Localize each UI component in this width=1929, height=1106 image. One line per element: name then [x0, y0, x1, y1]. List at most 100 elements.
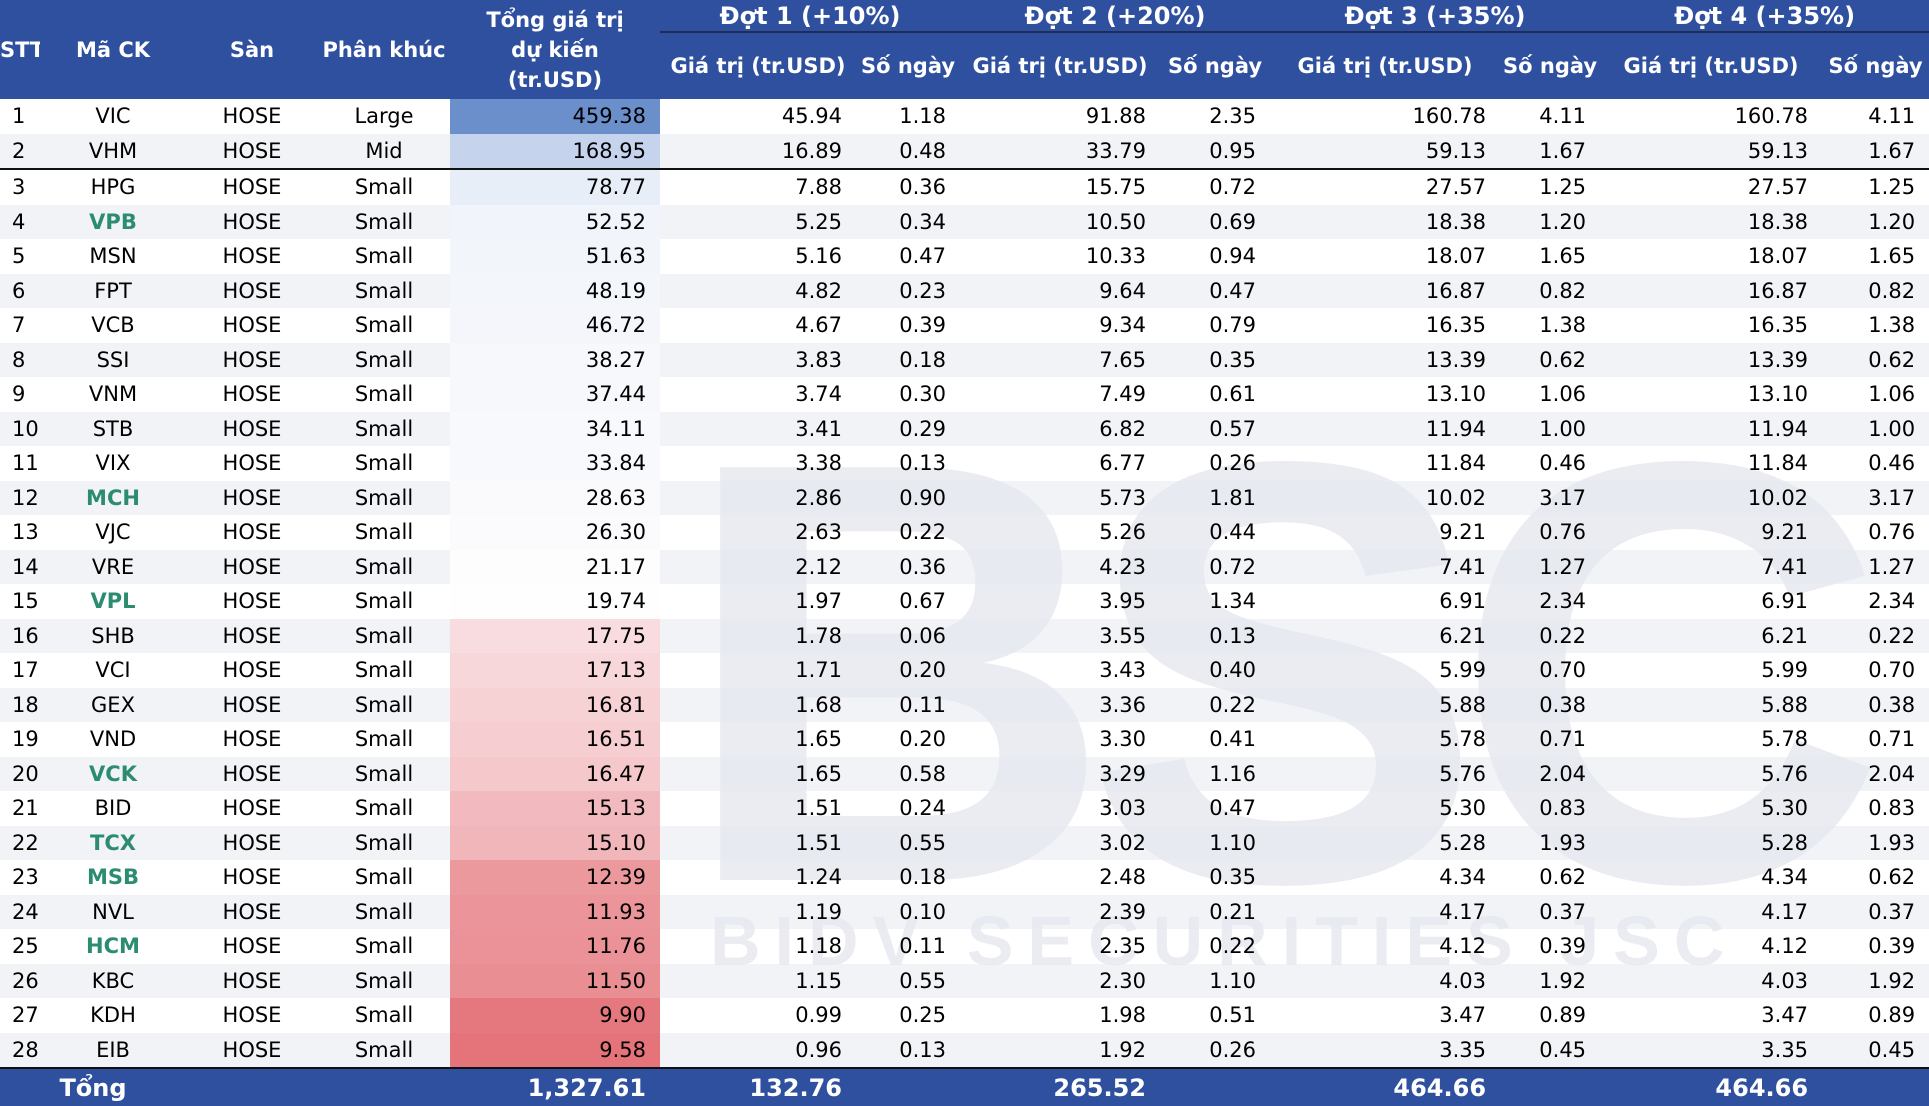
row-exchange: HOSE: [222, 623, 282, 648]
row-round-1-value: 1.51: [795, 830, 842, 855]
row-round-2-value: 2.30: [1099, 968, 1147, 993]
row-ticker: MSN: [89, 244, 137, 269]
row-round-4-value: 3.35: [1761, 1037, 1809, 1062]
row-round-1-days: 0.11: [899, 934, 947, 959]
row-exchange: HOSE: [222, 692, 282, 717]
row-total: 11.76: [450, 929, 660, 964]
row-round-1-days: 0.30: [899, 382, 947, 407]
row-round-4-days: 1.06: [1868, 382, 1916, 407]
row-round-4-value: 5.76: [1761, 761, 1809, 786]
row-total: 51.63: [450, 239, 660, 274]
row-exchange: HOSE: [222, 485, 282, 510]
row-total: 15.10: [450, 825, 660, 860]
row-total: 46.72: [450, 308, 660, 343]
row-round-2-days: 0.22: [1209, 934, 1257, 959]
row-round-1-value: 2.12: [795, 554, 842, 579]
row-round-3-value: 27.57: [1425, 175, 1487, 200]
row-round-4-days: 0.62: [1868, 865, 1916, 890]
row-round-3-days: 0.76: [1539, 520, 1587, 545]
row-round-1-value: 1.19: [795, 899, 842, 924]
row-round-1-value: 3.41: [795, 416, 842, 441]
row-exchange: HOSE: [222, 1037, 282, 1062]
row-round-1-days: 0.20: [899, 658, 947, 683]
row-round-1-days: 0.48: [856, 133, 961, 170]
table-row: 26 KBC HOSE Small 11.50 1.15 0.55 2.30 1.10 4.03 1…: [0, 963, 1929, 998]
row-round-3-days: 0.70: [1539, 658, 1587, 683]
row-stt: 20: [12, 761, 39, 786]
row-round-3-value: 5.30: [1439, 796, 1487, 821]
row-round-2-days: 0.13: [1209, 623, 1257, 648]
row-total: 78.77: [450, 169, 660, 205]
row-round-3-value: 4.17: [1439, 899, 1487, 924]
row-round-1-value: 1.51: [795, 796, 842, 821]
col-exchange-header: Sàn: [186, 0, 318, 99]
row-round-1-value: 5.16: [795, 244, 842, 269]
row-round-3-value: 3.35: [1439, 1037, 1487, 1062]
row-round-3-days: 1.20: [1539, 209, 1587, 234]
round-4-header: Đợt 4 (+35%): [1600, 0, 1929, 33]
row-round-4-days: 0.37: [1868, 899, 1916, 924]
row-stt: 9: [12, 382, 26, 407]
row-exchange: HOSE: [222, 589, 282, 614]
row-stt: 14: [12, 554, 39, 579]
row-round-4-days: 0.62: [1868, 347, 1916, 372]
row-ticker: MCH: [86, 485, 140, 510]
totals-empty-3: [856, 1068, 961, 1106]
table-body: 1 VIC HOSE Large 459.38 45.94 1.18 91.88 2.35 160…: [0, 99, 1929, 1068]
row-stt: 6: [12, 278, 26, 303]
row-exchange: HOSE: [222, 244, 282, 269]
round-1-days-header: Số ngày: [856, 32, 961, 99]
table-row: 25 HCM HOSE Small 11.76 1.18 0.11 2.35 0.22 4.12 0…: [0, 929, 1929, 964]
row-round-1-days: 0.39: [899, 313, 947, 338]
row-segment: Small: [354, 244, 414, 269]
row-round-1-days: 0.58: [899, 761, 947, 786]
col-stt-header: STT: [0, 0, 40, 99]
row-round-4-value: 16.87: [1747, 278, 1809, 303]
table-row: 21 BID HOSE Small 15.13 1.51 0.24 3.03 0.47 5.30 0…: [0, 791, 1929, 826]
table-row: 19 VND HOSE Small 16.51 1.65 0.20 3.30 0.41 5.78 0…: [0, 722, 1929, 757]
row-stt: 2: [0, 133, 40, 170]
row-stt: 10: [12, 416, 39, 441]
row-ticker: VRE: [91, 554, 135, 579]
row-ticker: VNM: [88, 382, 138, 407]
row-exchange: HOSE: [222, 761, 282, 786]
row-round-3-value: 59.13: [1270, 133, 1501, 170]
row-round-1-days: 0.20: [899, 727, 947, 752]
row-stt: 5: [12, 244, 26, 269]
row-total: 16.51: [450, 722, 660, 757]
row-round-2-days: 0.47: [1209, 278, 1257, 303]
row-ticker: FPT: [94, 278, 132, 303]
row-round-3-days: 0.46: [1539, 451, 1587, 476]
row-round-3-value: 6.21: [1439, 623, 1487, 648]
round-3-value-header: Giá trị (tr.USD): [1270, 32, 1501, 99]
row-round-1-value: 0.96: [795, 1037, 842, 1062]
table-row: 14 VRE HOSE Small 21.17 2.12 0.36 4.23 0.72 7.41 1…: [0, 549, 1929, 584]
row-round-1-value: 7.88: [795, 175, 842, 200]
row-round-4-value: 6.21: [1761, 623, 1809, 648]
row-ticker: KBC: [91, 968, 135, 993]
row-round-4-days: 0.71: [1868, 727, 1916, 752]
row-exchange: HOSE: [186, 133, 318, 170]
row-round-2-value: 7.65: [1099, 347, 1147, 372]
row-round-3-value: 5.78: [1439, 727, 1487, 752]
row-segment: Small: [354, 727, 414, 752]
row-exchange: HOSE: [222, 382, 282, 407]
row-round-4-days: 4.11: [1868, 104, 1916, 129]
row-stt: 26: [12, 968, 39, 993]
row-stt: 3: [12, 175, 26, 200]
row-round-3-days: 1.65: [1539, 244, 1587, 269]
row-round-1-days: 0.24: [899, 796, 947, 821]
row-round-2-value: 9.64: [1099, 278, 1147, 303]
table-row: 6 FPT HOSE Small 48.19 4.82 0.23 9.64 0.47 16.87 0…: [0, 273, 1929, 308]
row-segment: Small: [354, 658, 414, 683]
row-round-1-value: 16.89: [660, 133, 856, 170]
row-round-4-days: 2.04: [1868, 761, 1916, 786]
row-round-2-days: 0.41: [1209, 727, 1257, 752]
row-round-2-value: 6.82: [1099, 416, 1147, 441]
row-ticker: VIC: [95, 104, 131, 129]
row-ticker: GEX: [91, 692, 135, 717]
row-round-3-value: 7.41: [1439, 554, 1487, 579]
row-round-1-value: 1.78: [795, 623, 842, 648]
row-round-4-days: 0.38: [1868, 692, 1916, 717]
